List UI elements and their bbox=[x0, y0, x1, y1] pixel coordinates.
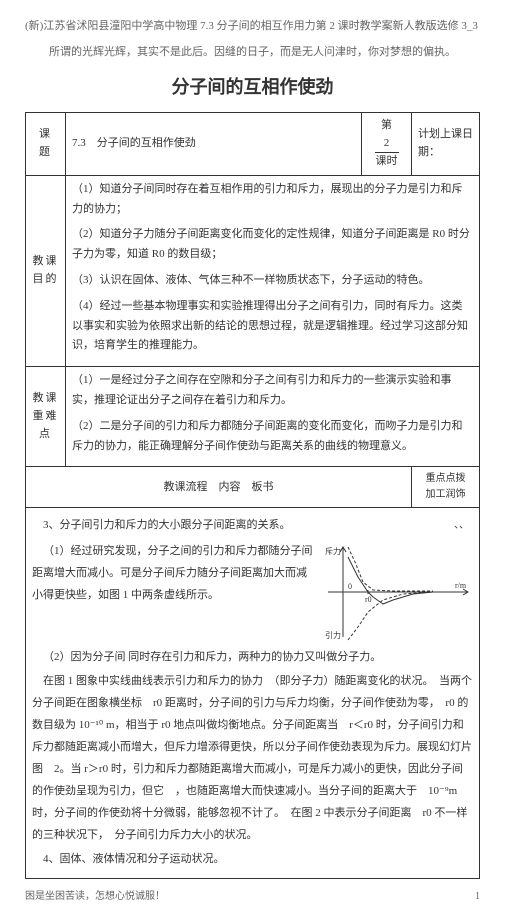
goals-label: 教课目的 bbox=[26, 175, 66, 366]
keypoint-item: （1）一是经过分子之间存在空隙和分子之间有引力和斥力的一些演示实验和事实，推理论… bbox=[72, 371, 473, 411]
svg-text:引力: 引力 bbox=[325, 630, 341, 640]
footer-left: 困是坐困苦读，怎想心悦诚服！ bbox=[25, 889, 165, 905]
page-title: 分子间的互相作使劲 bbox=[25, 73, 480, 102]
chapter-num: 7.3 bbox=[72, 137, 86, 149]
doc-path: (新)江苏省沭阳县潼阳中学高中物理 7.3 分子间的相互作用力第 2 课时教学案… bbox=[25, 18, 480, 36]
svg-text:r/m: r/m bbox=[455, 581, 467, 590]
content-body: 、、 3、分子间引力和斥力的大小跟分子间距离的关系。 r0斥力引力r/m0 （1… bbox=[25, 508, 480, 879]
goal-item: （2）知道分子力随分子间距离变化而变化的定性规律，知道分子间距离是 R0 时分子… bbox=[72, 225, 473, 265]
goal-item: （3）认识在固体、液体、气体三种不一样物质状态下，分子运动的特色。 bbox=[72, 271, 473, 291]
notes-line1: 重点点拨 bbox=[418, 471, 473, 487]
period-prefix: 第 bbox=[381, 119, 392, 131]
period-suffix: 课时 bbox=[376, 155, 398, 167]
period-cell: 第 2 课时 bbox=[362, 112, 412, 175]
course-name-cell: 7.3 分子间的互相作使劲 bbox=[66, 112, 362, 175]
flow-label: 教课流程 内容 板书 bbox=[26, 467, 412, 508]
footer: 困是坐困苦读，怎想心悦诚服！ 1 bbox=[25, 889, 480, 905]
para-4: 4、固体、液体情况和分子运动状况。 bbox=[32, 848, 473, 870]
keypoints-cell: （1）一是经过分子之间存在空隙和分子之间有引力和斥力的一些演示实验和事实，推理论… bbox=[66, 367, 480, 467]
para-2: （2）因为分子间 同时存在引力和斥力，两种力的协力又叫做分子力。 bbox=[32, 646, 473, 668]
notes-line2: 加工润饰 bbox=[418, 487, 473, 503]
svg-text:斥力: 斥力 bbox=[325, 546, 341, 556]
section-heading: 3、分子间引力和斥力的大小跟分子间距离的关系。 bbox=[32, 514, 473, 536]
margin-mark: 、、 bbox=[454, 516, 469, 536]
goal-item: （4）经过一些基本物理事实和实验推理得出分子之间有引力，同时有斥力。这类以事实和… bbox=[72, 297, 473, 356]
page-number: 1 bbox=[475, 889, 480, 905]
lesson-table: 课 题 7.3 分子间的互相作使劲 第 2 课时 计划上课日期： 教课目的 （1… bbox=[25, 112, 480, 508]
course-name: 分子间的互相作使劲 bbox=[97, 137, 196, 149]
svg-text:r0: r0 bbox=[365, 595, 372, 604]
period-number: 2 bbox=[375, 135, 399, 154]
para-3: 在图 1 图象中实线曲线表示引力和斥力的协力 （即分子力）随距离变化的状况。 当… bbox=[32, 670, 473, 846]
subtitle: 所谓的光辉光辉，其实不是此后。因缝的日子，而是无人问津时，你对梦想的偏执。 bbox=[25, 44, 480, 62]
plan-date-cell: 计划上课日期： bbox=[412, 112, 480, 175]
course-label: 课 题 bbox=[26, 112, 66, 175]
goals-cell: （1）知道分子间同时存在着互相作用的引力和斥力，展现出的分子力是引力和斥力的协力… bbox=[66, 175, 480, 366]
keypoints-label: 教课重难点 bbox=[26, 367, 66, 467]
notes-header: 重点点拨 加工润饰 bbox=[412, 467, 480, 508]
force-distance-chart: r0 斥力引力 r/m 0 bbox=[323, 542, 473, 642]
keypoint-item: （2）二是分子间的引力和斥力都随分子间距离的变化而变化，而吻子力是引力和斥力的协… bbox=[72, 417, 473, 457]
svg-text:0: 0 bbox=[348, 582, 352, 591]
goal-item: （1）知道分子间同时存在着互相作用的引力和斥力，展现出的分子力是引力和斥力的协力… bbox=[72, 180, 473, 220]
